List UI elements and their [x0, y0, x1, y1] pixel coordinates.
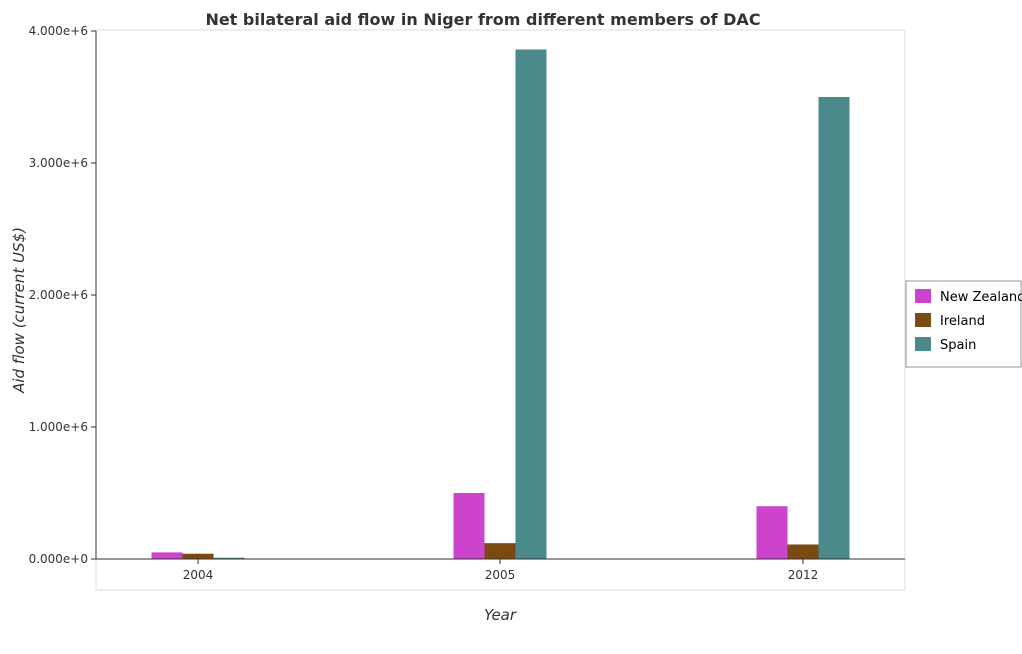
y-tick-label: 1.000e+6 — [29, 420, 88, 434]
legend-swatch-spain — [915, 337, 931, 351]
bar-ireland-2005 — [484, 543, 516, 559]
y-tick-label: 2.000e+6 — [29, 288, 88, 302]
x-axis-label: Year — [484, 606, 517, 624]
legend-label-new-zealand: New Zealand — [940, 290, 1022, 305]
bar-ireland-2004 — [182, 553, 214, 559]
legend-swatch-ireland — [915, 313, 931, 327]
bar-new-zealand-2012 — [756, 506, 788, 559]
legend-swatch-new-zealand — [915, 289, 931, 303]
bar-new-zealand-2005 — [453, 493, 485, 559]
x-tick-label: 2005 — [485, 568, 516, 582]
bar-new-zealand-2004 — [151, 552, 183, 559]
x-tick-label: 2004 — [183, 568, 214, 582]
legend: New Zealand Ireland Spain — [905, 280, 1022, 368]
chart-title: Net bilateral aid flow in Niger from dif… — [205, 10, 760, 29]
plot-area — [95, 29, 906, 591]
bar-spain-2012 — [818, 97, 850, 559]
y-tick-label: 3.000e+6 — [29, 156, 88, 170]
y-axis-label: Aid flow (current US$) — [10, 227, 28, 394]
legend-label-ireland: Ireland — [940, 314, 985, 329]
y-tick-label: 4.000e+6 — [29, 24, 88, 38]
y-tick-label: 0.000e+0 — [29, 552, 88, 566]
x-tick-label: 2012 — [788, 568, 819, 582]
legend-label-spain: Spain — [940, 338, 976, 353]
bar-spain-2005 — [515, 49, 547, 559]
axes-group: 0.000e+0 1.000e+6 2.000e+6 3.000e+6 4.000e+6… — [29, 24, 905, 582]
bar-spain-2004 — [213, 557, 245, 559]
bars-group — [151, 49, 850, 559]
bar-ireland-2012 — [787, 544, 819, 559]
